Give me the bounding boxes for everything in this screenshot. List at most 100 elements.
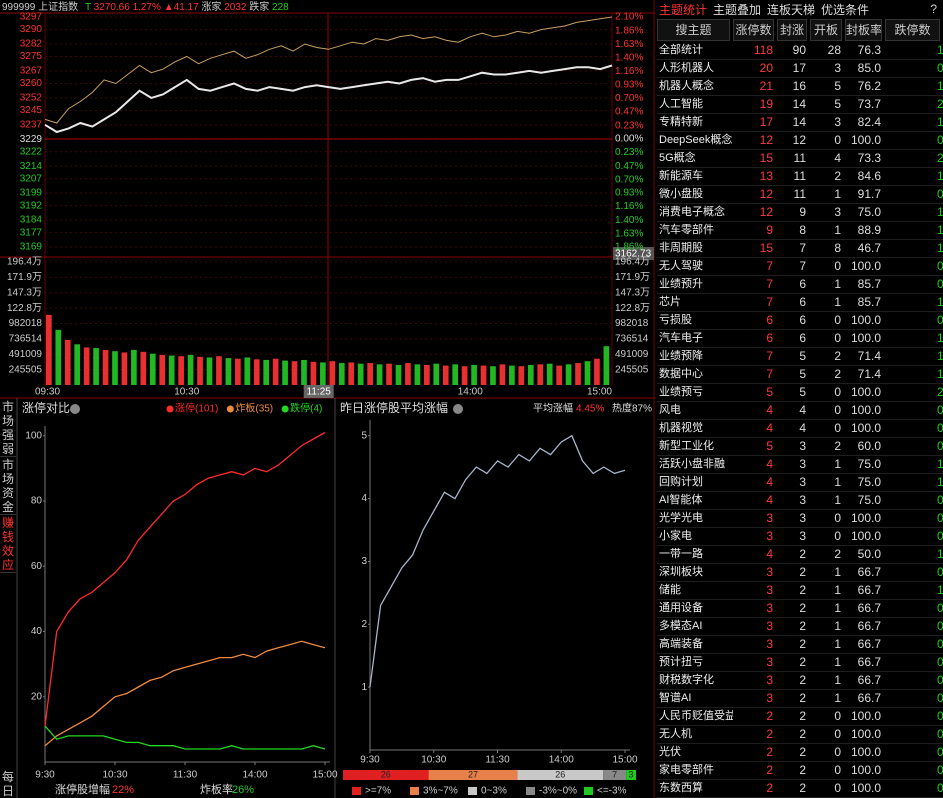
side-tab[interactable]: 市场强弱 xyxy=(0,400,16,457)
table-row[interactable]: 新能源车 13 11 2 84.6 1 xyxy=(657,167,943,186)
table-row[interactable]: 东数西算 2 2 0 100.0 0 xyxy=(657,779,943,798)
table-cell: 2 xyxy=(799,781,806,795)
table-cell: 新能源车 xyxy=(659,170,703,182)
column-header[interactable]: 开板 xyxy=(810,19,842,41)
table-row[interactable]: 高端装备 3 2 1 66.7 0 xyxy=(657,635,943,654)
table-row[interactable]: 人工智能 19 14 5 73.7 2 xyxy=(657,95,943,114)
column-header[interactable]: 封板率 xyxy=(845,19,882,41)
volume-bar xyxy=(131,349,137,385)
table-row[interactable]: 业绩预亏 5 5 0 100.0 2 xyxy=(657,383,943,402)
help-icon[interactable]: ? xyxy=(930,2,937,16)
table-cell: 6 xyxy=(766,331,773,345)
table-row[interactable]: 深圳板块 3 2 1 66.7 0 xyxy=(657,563,943,582)
volume-bar xyxy=(64,339,71,385)
table-cell: 3 xyxy=(766,691,773,705)
table-cell: 0 xyxy=(937,673,943,687)
volume-bar xyxy=(348,362,355,385)
table-row[interactable]: 芯片 7 6 1 85.7 1 xyxy=(657,293,943,312)
table-row[interactable]: 一带一路 4 2 2 50.0 1 xyxy=(657,545,943,564)
volume-bar xyxy=(159,354,166,385)
table-row[interactable]: 小家电 3 3 0 100.0 0 xyxy=(657,527,943,546)
tab[interactable]: 主题统计 xyxy=(659,2,708,17)
table-cell: DeepSeek概念 xyxy=(659,134,733,146)
table-row[interactable]: 消费电子概念 12 9 3 75.0 1 xyxy=(657,203,943,222)
table-cell: 0 xyxy=(937,493,943,507)
table-row[interactable]: 数据中心 7 5 2 71.4 1 xyxy=(657,365,943,384)
y-tick-label: 5 xyxy=(361,430,367,441)
table-row[interactable]: 活跃小盘非融 4 3 1 75.0 1 xyxy=(657,455,943,474)
column-header[interactable]: 跌停数 xyxy=(885,19,940,41)
tab[interactable]: 优选条件 xyxy=(821,2,870,17)
table-row[interactable]: 汽车零部件 9 8 1 88.9 1 xyxy=(657,221,943,240)
table-row[interactable]: 人形机器人 20 17 3 85.0 0 xyxy=(657,59,943,78)
table-row[interactable]: 亏损股 6 6 0 100.0 0 xyxy=(657,311,943,330)
chart-title: 昨日涨停股平均涨幅 xyxy=(340,400,448,415)
y-tick-label: 3199 xyxy=(20,188,43,199)
info-icon[interactable] xyxy=(70,404,80,414)
volume-bar xyxy=(414,364,421,385)
table-row[interactable]: 财税数字化 3 2 1 66.7 0 xyxy=(657,671,943,690)
table-cell: 12 xyxy=(759,133,773,147)
heat: 热度87% xyxy=(612,402,652,415)
table-row[interactable]: 光伏 2 2 0 100.0 0 xyxy=(657,743,943,762)
table-cell: 15 xyxy=(759,241,773,255)
table-cell: 5 xyxy=(834,97,841,111)
table-cell: 消费电子概念 xyxy=(659,206,725,218)
y-tick-label: 3260 xyxy=(20,78,43,89)
table-row[interactable]: 机器视觉 4 4 0 100.0 0 xyxy=(657,419,943,438)
table-row[interactable]: 光学光电 3 3 0 100.0 0 xyxy=(657,509,943,528)
table-row[interactable]: 汽车电子 6 6 0 100.0 1 xyxy=(657,329,943,348)
table-cell: 1 xyxy=(937,169,943,183)
table-row[interactable]: 通用设备 3 2 1 66.7 0 xyxy=(657,599,943,618)
volume-bar xyxy=(367,363,373,385)
column-header[interactable]: 涨停数 xyxy=(733,19,774,41)
table-cell: 88.9 xyxy=(857,223,881,237)
table-cell: 1 xyxy=(834,583,841,597)
table-row[interactable]: 5G概念 15 11 4 73.3 2 xyxy=(657,149,943,168)
tab[interactable]: 主题叠加 xyxy=(713,2,762,17)
table-row[interactable]: 预计扭亏 3 2 1 66.7 0 xyxy=(657,653,943,672)
table-cell: 0 xyxy=(937,601,943,615)
y-tick-label: 3245 xyxy=(20,105,43,116)
table-row[interactable]: 回购计划 4 3 1 75.0 1 xyxy=(657,473,943,492)
table-row[interactable]: 储能 3 2 1 66.7 1 xyxy=(657,581,943,600)
volume-bar xyxy=(329,361,336,385)
footer-label: 涨停股增幅 xyxy=(55,782,110,796)
stat-value: 4.45% xyxy=(576,404,604,415)
table-row[interactable]: 家电零部件 2 2 0 100.0 0 xyxy=(657,761,943,780)
table-row[interactable]: 专精特新 17 14 3 82.4 1 xyxy=(657,113,943,132)
table-row[interactable]: AI智能体 4 3 1 75.0 0 xyxy=(657,491,943,510)
info-icon[interactable] xyxy=(453,404,463,414)
table-row[interactable]: 业绩预升 7 6 1 85.7 0 xyxy=(657,275,943,294)
table-row[interactable]: 智谱AI 3 2 1 66.7 0 xyxy=(657,689,943,708)
table-cell: 4 xyxy=(766,421,773,435)
table-cell: 2 xyxy=(766,763,773,777)
table-row[interactable]: 非周期股 15 7 8 46.7 1 xyxy=(657,239,943,258)
table-cell: 3 xyxy=(766,655,773,669)
table-cell: 1 xyxy=(834,601,841,615)
table-row[interactable]: 新型工业化 5 3 2 60.0 0 xyxy=(657,437,943,456)
table-cell: 0 xyxy=(834,781,841,795)
table-row[interactable]: 机器人概念 21 16 5 76.2 1 xyxy=(657,77,943,96)
table-row[interactable]: 微小盘股 12 11 1 91.7 0 xyxy=(657,185,943,204)
table-row[interactable]: 多模态AI 3 2 1 66.7 0 xyxy=(657,617,943,636)
table-row[interactable]: 业绩预降 7 5 2 71.4 1 xyxy=(657,347,943,366)
side-tab[interactable]: 赚钱效应 xyxy=(0,516,16,573)
table-row[interactable]: 无人驾驶 7 7 0 100.0 0 xyxy=(657,257,943,276)
table-row[interactable]: 风电 4 4 0 100.0 0 xyxy=(657,401,943,420)
y-tick-label: 100 xyxy=(25,430,42,441)
side-tab[interactable]: 每日 xyxy=(1,770,14,798)
table-row[interactable]: DeepSeek概念 12 12 0 100.0 0 xyxy=(657,131,943,150)
table-cell: 100.0 xyxy=(850,781,881,795)
table-row[interactable]: 全部统计 118 90 28 76.3 10 xyxy=(657,41,943,60)
volume-bar xyxy=(490,366,496,385)
table-cell: 3 xyxy=(799,457,806,471)
side-tab[interactable]: 市场资金 xyxy=(0,458,16,515)
tab[interactable]: 连板天梯 xyxy=(767,2,816,17)
table-row[interactable]: 人民币贬值受益 2 2 0 100.0 0 xyxy=(657,707,943,726)
volume-bar xyxy=(395,364,402,385)
table-row[interactable]: 无人机 2 2 0 100.0 0 xyxy=(657,725,943,744)
column-header[interactable]: 搜主题 xyxy=(657,19,730,41)
y-tick-label: 122.8万 xyxy=(7,303,42,314)
column-header[interactable]: 封涨 xyxy=(777,19,807,41)
